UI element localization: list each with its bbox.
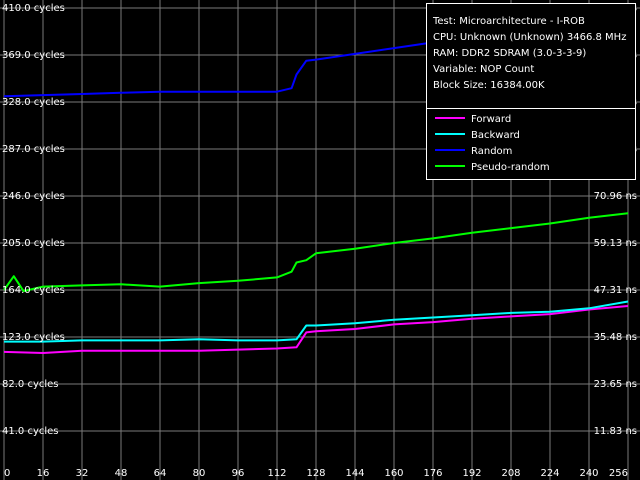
- legend-label-backward: Backward: [471, 130, 520, 141]
- legend-item-pseudo-random: Pseudo-random: [435, 160, 550, 176]
- x-tick-label: 160: [384, 468, 403, 479]
- x-tick-label: 96: [232, 468, 245, 479]
- y-tick-label-right: 35.48 ns: [594, 332, 637, 343]
- x-tick-label: 64: [154, 468, 167, 479]
- legend-label-random: Random: [471, 146, 513, 157]
- legend: Forward Backward Random Pseudo-random: [435, 112, 550, 176]
- series-line-backward: [4, 300, 629, 343]
- series-lines: [3, 10, 629, 354]
- legend-swatch-backward: [435, 133, 465, 135]
- info-variable: Variable: NOP Count: [433, 64, 535, 75]
- y-tick-label-left: 410.0 cycles: [2, 3, 65, 14]
- test-info: Test: Microarchitecture - I-ROB CPU: Unk…: [427, 4, 635, 94]
- y-tick-label-left: 82.0 cycles: [2, 379, 59, 390]
- y-tick-label-right: 59.13 ns: [594, 238, 637, 249]
- y-tick-label-right: 47.31 ns: [594, 285, 637, 296]
- x-tick-label: 32: [76, 468, 89, 479]
- legend-label-pseudo-random: Pseudo-random: [471, 162, 550, 173]
- info-legend-box: Test: Microarchitecture - I-ROB CPU: Unk…: [426, 3, 636, 180]
- y-tick-label-left: 164.0 cycles: [2, 285, 65, 296]
- series-line-forward: [3, 305, 629, 354]
- info-block-size: Block Size: 16384.00K: [433, 80, 545, 91]
- y-tick-label-right: 11.83 ns: [594, 426, 637, 437]
- info-ram: RAM: DDR2 SDRAM (3.0-3-3-9): [433, 48, 587, 59]
- y-tick-label-left: 205.0 cycles: [2, 238, 65, 249]
- legend-divider: [427, 108, 635, 109]
- legend-swatch-random: [435, 149, 465, 151]
- legend-swatch-forward: [435, 117, 465, 119]
- legend-label-forward: Forward: [471, 114, 512, 125]
- y-tick-label-left: 246.0 cycles: [2, 191, 65, 202]
- legend-item-random: Random: [435, 144, 550, 160]
- x-tick-label: 208: [501, 468, 520, 479]
- x-tick-label: 144: [345, 468, 364, 479]
- x-tick-label: 256: [609, 468, 628, 479]
- y-tick-label-left: 123.0 cycles: [2, 332, 65, 343]
- y-tick-label-left: 287.0 cycles: [2, 144, 65, 155]
- x-tick-label: 176: [423, 468, 442, 479]
- legend-item-backward: Backward: [435, 128, 550, 144]
- x-tick-label: 240: [579, 468, 598, 479]
- y-tick-label-left: 328.0 cycles: [2, 97, 65, 108]
- x-tick-label: 0: [4, 468, 10, 479]
- y-tick-label-right: 70.96 ns: [594, 191, 637, 202]
- x-tick-label: 112: [267, 468, 286, 479]
- x-tick-label: 224: [540, 468, 559, 479]
- info-cpu: CPU: Unknown (Unknown) 3466.8 MHz: [433, 32, 627, 43]
- x-tick-label: 80: [193, 468, 206, 479]
- x-tick-label: 48: [115, 468, 128, 479]
- info-test: Test: Microarchitecture - I-ROB: [433, 16, 585, 27]
- series-line-pseudo-random: [3, 212, 629, 293]
- legend-swatch-pseudo-random: [435, 165, 465, 167]
- x-tick-label: 192: [462, 468, 481, 479]
- y-tick-label-right: 23.65 ns: [594, 379, 637, 390]
- x-tick-label: 128: [306, 468, 325, 479]
- y-tick-label-left: 369.0 cycles: [2, 50, 65, 61]
- legend-item-forward: Forward: [435, 112, 550, 128]
- y-tick-label-left: 41.0 cycles: [2, 426, 59, 437]
- x-tick-label: 16: [37, 468, 50, 479]
